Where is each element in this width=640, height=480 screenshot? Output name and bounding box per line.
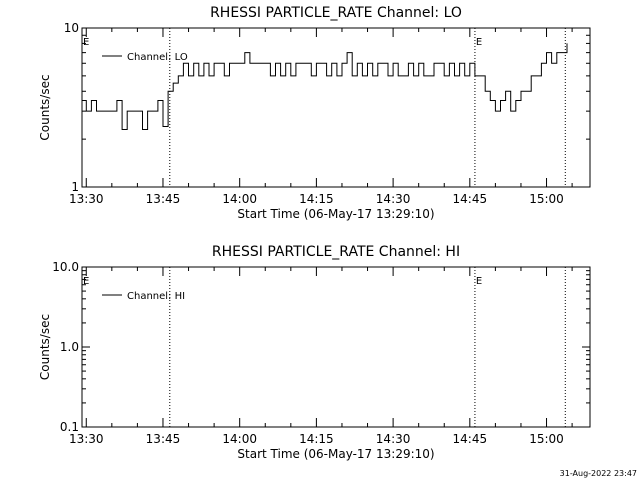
legend-label: Channel: HI (127, 291, 185, 302)
y-axis-label: Counts/sec (38, 74, 52, 140)
x-tick-label: 14:45 (453, 432, 488, 446)
x-tick-label: 13:30 (69, 192, 104, 206)
x-tick-label: 14:15 (299, 192, 334, 206)
y-tick-label: 1.0 (60, 340, 79, 354)
x-tick-label: 13:45 (146, 192, 181, 206)
panel-hi: RHESSI PARTICLE_RATE Channel: HI 0.1 1.0 10… (38, 244, 591, 461)
x-tick-label: 14:00 (222, 432, 257, 446)
x-axis-label: Start Time (06-May-17 13:29:10) (237, 207, 434, 221)
y-axis-label: Counts/sec (38, 314, 52, 380)
x-tick-label: 15:00 (529, 432, 564, 446)
chart-title: RHESSI PARTICLE_RATE Channel: LO (210, 5, 462, 21)
eclipse-flag: E (476, 276, 482, 287)
y-tick-label: 1 (71, 180, 79, 194)
eclipse-flag: E (83, 276, 89, 287)
chart-title: RHESSI PARTICLE_RATE Channel: HI (212, 244, 460, 260)
x-tick-label: 13:45 (146, 432, 181, 446)
x-axis-label: Start Time (06-May-17 13:29:10) (237, 447, 434, 461)
panel-lo: RHESSI PARTICLE_RATE Channel: LO 1 10 Count… (38, 5, 591, 221)
plot-frame (81, 27, 591, 188)
y-tick-label: 10.0 (52, 260, 79, 274)
x-tick-label: 13:30 (69, 432, 104, 446)
x-tick-label: 14:15 (299, 432, 334, 446)
x-tick-label: 14:30 (376, 432, 411, 446)
y-tick-label: 10 (64, 21, 79, 35)
y-tick-label: 0.1 (60, 420, 79, 434)
legend-label: Channel: LO (127, 52, 188, 63)
series-line-primary (82, 43, 568, 130)
x-tick-label: 14:30 (376, 192, 411, 206)
x-tick-label: 14:45 (453, 192, 488, 206)
eclipse-flag: E (83, 37, 89, 48)
eclipse-flag: E (476, 37, 482, 48)
x-tick-label: 14:00 (222, 192, 257, 206)
generation-timestamp: 31-Aug-2022 23:47 (560, 469, 637, 478)
x-tick-label: 15:00 (529, 192, 564, 206)
